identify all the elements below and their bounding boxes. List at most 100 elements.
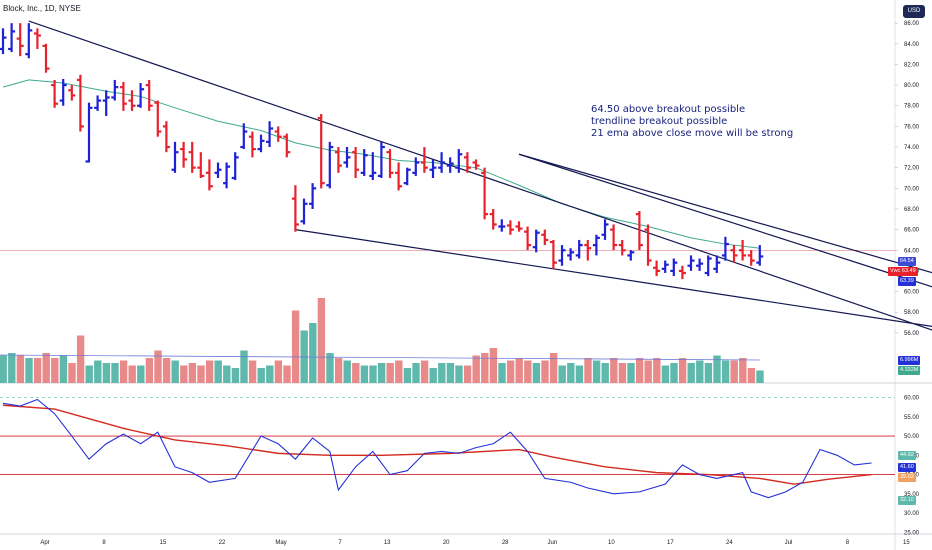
price-tick-label: 64.00: [904, 248, 920, 254]
price-bar: [162, 121, 170, 153]
price-bar: [0, 28, 7, 55]
volume-bar: [25, 358, 33, 383]
price-bar: [343, 147, 351, 168]
rsi-tick-label: 60.00: [904, 396, 920, 402]
volume-bar: [575, 365, 584, 383]
volume-bar: [274, 360, 283, 383]
price-bar: [575, 239, 583, 259]
volume-ma-line: [0, 354, 760, 361]
volume-bar: [16, 355, 25, 383]
price-bar: [610, 224, 618, 251]
volume-bar: [360, 365, 369, 383]
volume-bar: [257, 368, 265, 383]
volume-bar: [188, 363, 197, 383]
price-tag-vwc: Vwc 63.49: [888, 267, 918, 276]
price-bar: [395, 162, 403, 191]
volume-bar: [128, 365, 136, 383]
volume-bar: [661, 365, 670, 383]
price-bar: [197, 152, 205, 178]
volume-bar: [8, 353, 16, 383]
time-tick-label: 15: [903, 540, 910, 546]
currency-badge[interactable]: USD: [903, 5, 925, 18]
text-annotation[interactable]: 64.50 above breakout possible trendline …: [591, 104, 793, 140]
price-tick-label: 60.00: [904, 290, 920, 296]
price-bar: [25, 23, 33, 59]
volume-bar: [197, 365, 205, 383]
price-tick-label: 80.00: [904, 83, 920, 89]
price-tick-label: 56.00: [904, 331, 920, 337]
price-bar: [653, 260, 661, 277]
time-tick-label: Jun: [548, 540, 558, 546]
volume-bar: [33, 358, 42, 383]
volume-bar: [266, 365, 274, 383]
price-tick-label: 70.00: [904, 186, 920, 192]
volume-bar: [317, 298, 326, 383]
price-bar: [739, 239, 747, 261]
volume-bar: [498, 363, 506, 383]
price-bar: [446, 157, 454, 173]
volume-bar: [653, 358, 661, 383]
price-bars: [0, 23, 764, 280]
volume-bar: [111, 363, 119, 383]
price-tick-label: 74.00: [904, 145, 920, 151]
price-tick-label: 72.00: [904, 166, 920, 172]
price-tag-high: 64.54: [898, 257, 916, 266]
volume-bar: [171, 360, 179, 383]
price-bar: [266, 121, 274, 148]
price-bar: [730, 245, 738, 263]
volume-bar: [85, 365, 93, 383]
volume-bar: [601, 363, 609, 383]
volume-bar: [403, 368, 412, 383]
volume-bar: [670, 363, 678, 383]
volume-bar: [119, 360, 128, 383]
price-tag-value: 63.49: [901, 268, 916, 274]
rsi-tick-label: 25.00: [904, 530, 920, 536]
price-tag-last: 63.39: [898, 277, 916, 286]
price-bar: [283, 133, 291, 158]
rsi-tick-label: 50.00: [904, 434, 920, 440]
price-bar: [68, 85, 76, 101]
price-bar: [171, 141, 179, 173]
rsi-line: [2, 398, 872, 499]
volume-bar: [420, 360, 429, 383]
volume-bar: [635, 358, 644, 383]
symbol-title[interactable]: Block, Inc., 1D, NYSE: [3, 4, 81, 13]
price-bar: [463, 152, 471, 173]
time-tick-label: 10: [608, 540, 615, 546]
volume-bar: [412, 363, 420, 383]
price-bar: [85, 102, 93, 163]
volume-bar: [334, 358, 343, 383]
volume-bar: [343, 360, 351, 383]
volume-bar: [395, 360, 403, 383]
rsi-tick-label: 35.00: [904, 492, 920, 498]
price-bar: [429, 159, 437, 178]
price-bar: [257, 134, 265, 153]
price-bar: [33, 28, 41, 49]
price-bar: [300, 198, 308, 225]
volume-bar: [223, 365, 231, 383]
price-bar: [137, 83, 145, 108]
price-tick-label: 82.00: [904, 62, 920, 68]
price-bar: [670, 258, 678, 277]
volume-bar: [472, 355, 480, 383]
rsi-tag-3: 39.02: [898, 473, 916, 482]
price-bar: [291, 185, 299, 232]
price-bar: [489, 208, 497, 230]
time-tick-label: 13: [384, 540, 391, 546]
rsi-ma-line: [2, 404, 872, 485]
price-bar: [704, 255, 712, 277]
volume-bar: [352, 363, 360, 383]
time-tick-label: 8: [846, 540, 850, 546]
time-tick-label: 15: [160, 540, 167, 546]
price-bar: [438, 152, 446, 173]
volume-bar: [644, 360, 652, 383]
price-bar: [369, 152, 377, 181]
price-bar: [498, 219, 506, 232]
volume-bar: [549, 353, 558, 383]
time-axis[interactable]: Apr 8 15 22 May 7 13 20 28 Jun 10 17 24 Jul 8 15: [40, 540, 910, 546]
price-bar: [102, 90, 110, 117]
trendline: [518, 153, 932, 274]
price-bar: [412, 157, 420, 176]
